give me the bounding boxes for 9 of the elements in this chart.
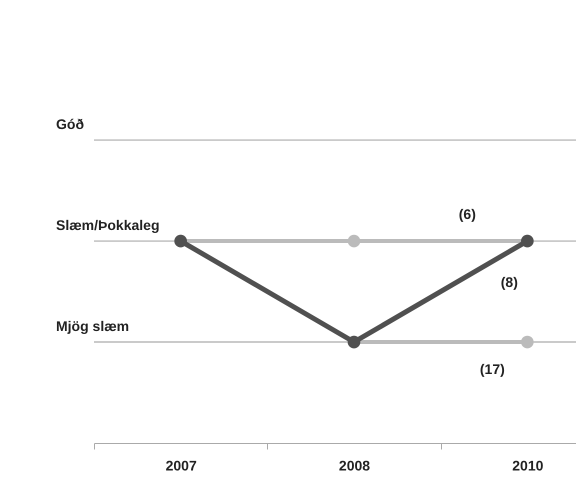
series-label: (6) [458,206,476,222]
x-tick-label: 2007 [166,458,197,474]
ref-line-label: Mjög slæm [56,318,130,334]
series-label: (8) [500,274,518,290]
ref-line-label: Góð [56,116,84,132]
x-tick-label: 2008 [338,458,370,474]
x-tick-label: 2010 [512,458,544,474]
ref-line-label: Slæm/Þokkaleg [56,217,160,234]
series-label: (17) [480,361,505,378]
